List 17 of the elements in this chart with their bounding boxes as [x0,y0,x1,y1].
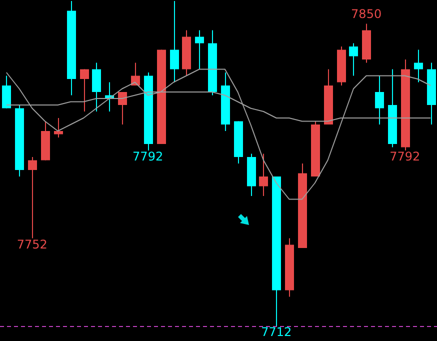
candlestick [92,62,101,112]
candlestick [2,75,11,109]
annotation: 7792 [132,150,164,164]
candlestick [80,68,89,112]
annotation: 7792 [390,150,420,164]
candlestick [414,49,423,83]
annotation: 7712 [261,325,292,340]
candlestick [349,42,358,76]
candlestick [54,118,63,138]
annotation: 7752 [16,237,48,252]
annotation: 7850 [351,6,382,21]
candlestick [28,156,37,239]
candlestick [195,30,204,70]
candlestick [375,75,384,125]
candlestick [259,153,268,196]
candlestick [118,92,127,125]
candlestick [170,0,179,83]
